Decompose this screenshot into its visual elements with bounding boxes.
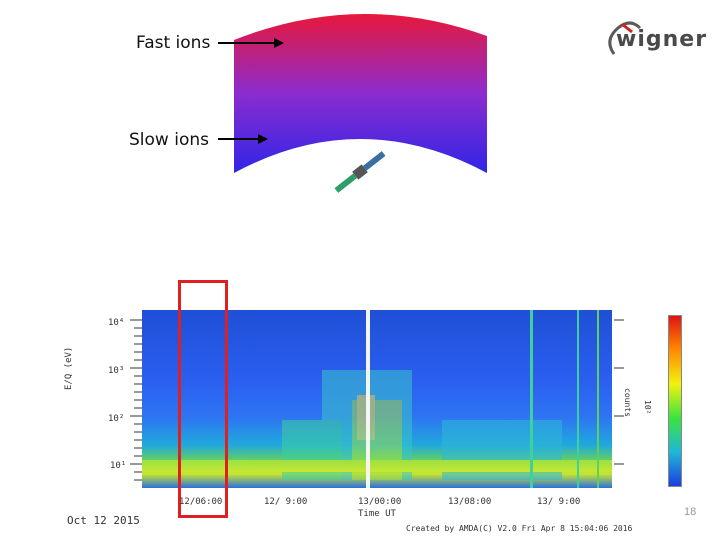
y-tick-marks	[130, 319, 142, 481]
ion-arc-graphic	[218, 13, 487, 193]
y-tick-3: 10²	[108, 414, 125, 424]
slide-number: 18	[684, 506, 697, 518]
colorbar-label: counts	[623, 388, 632, 417]
colorbar-scale: 10²	[643, 400, 652, 415]
highlight-box	[178, 280, 228, 518]
x-tick-1: 12/06:00	[179, 497, 223, 507]
y-axis-label: E/Q (eV)	[64, 346, 74, 390]
created-label: Created by AMDA(C) V2.0 Fri Apr 8 15:04:…	[406, 524, 633, 533]
spectrogram-panel: 10⁴ 10³ 10² 10¹ E/Q (eV)	[60, 280, 710, 540]
y-tick-4: 10¹	[110, 461, 127, 471]
logo-swoosh-icon	[608, 21, 642, 55]
slow-ions-label: Slow ions	[129, 130, 209, 150]
right-tick-marks	[614, 319, 624, 465]
date-label: Oct 12 2015	[67, 514, 140, 527]
x-tick-2: 12/ 9:00	[264, 497, 308, 507]
ion-diagram: Fast ions Slow ions	[0, 0, 720, 200]
ion-arc-shape	[234, 13, 487, 174]
x-tick-5: 13/ 9:00	[537, 497, 581, 507]
wigner-logo: wigner	[602, 20, 714, 60]
satellite-icon	[334, 151, 386, 193]
y-tick-1: 10⁴	[108, 318, 125, 328]
fast-ions-label: Fast ions	[136, 33, 211, 53]
colorbar	[668, 315, 682, 487]
x-axis-label: Time UT	[358, 509, 396, 519]
x-tick-3: 13/00:00	[358, 497, 402, 507]
spectrogram-texture	[142, 310, 612, 488]
spectrogram-plot	[142, 310, 612, 488]
y-tick-2: 10³	[108, 366, 125, 376]
x-tick-4: 13/08:00	[448, 497, 492, 507]
logo-text: wigner	[616, 27, 708, 52]
